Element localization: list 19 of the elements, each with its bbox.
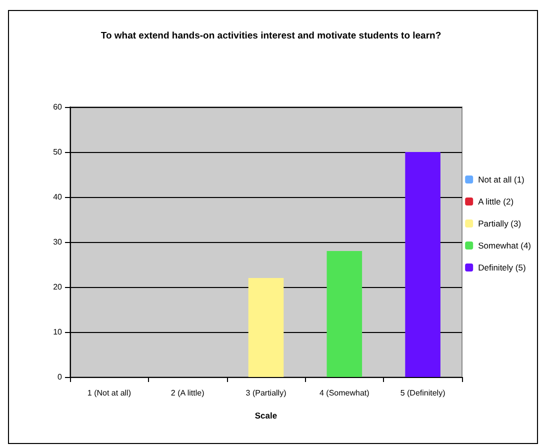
y-tick-label: 10 <box>53 328 63 336</box>
y-tick-label: 0 <box>58 372 63 382</box>
y-tick-label: 30 <box>53 238 63 246</box>
legend-label: Partially (3) <box>478 218 522 228</box>
x-tick-label: 2 (A little) <box>170 388 205 398</box>
y-tick-label: 40 <box>53 192 63 202</box>
y-tick-label: 20 <box>53 282 63 292</box>
y-tick-label: 50 <box>53 148 63 156</box>
legend-label: A little (2) <box>478 196 514 206</box>
x-tick-label: 1 (Not at all) <box>87 388 132 398</box>
x-tick-label: 3 (Partially) <box>246 388 287 398</box>
legend-label: Somewhat (4) <box>478 240 532 250</box>
x-axis-title: Scale <box>254 410 278 420</box>
x-tick-label: 4 (Somewhat) <box>320 388 370 398</box>
legend-label: Not at all (1) <box>478 174 525 184</box>
y-tick-label: 60 <box>53 102 63 112</box>
chart-title: To what extend hands-on activities interest and motivate students to learn? <box>100 30 442 42</box>
legend-label: Definitely (5) <box>478 262 526 272</box>
x-tick-label: 5 (Definitely) <box>400 388 446 398</box>
